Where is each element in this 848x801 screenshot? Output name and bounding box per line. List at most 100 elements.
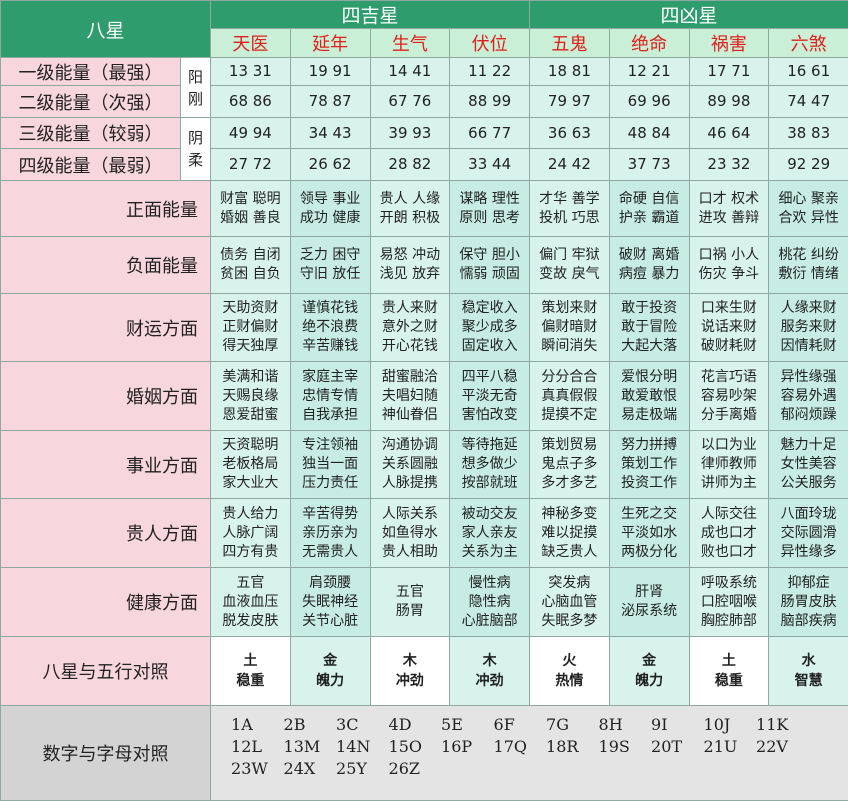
- cell-line: 敢于投资: [610, 299, 689, 318]
- trait-cell: 甜蜜融洽夫唱妇随神仙眷侣: [370, 362, 450, 431]
- trait-cell: 天助资财正财偏财得天独厚: [211, 294, 291, 362]
- cell-line: 瞬间消失: [530, 337, 609, 356]
- cell-line: 美满和谐: [211, 368, 290, 387]
- cell-line: 等待拖延: [450, 436, 529, 455]
- cell-line: 策划贸易: [530, 436, 609, 455]
- energy-value: 23 32: [689, 149, 769, 181]
- cell-line: 天资聪明: [211, 436, 290, 455]
- cell-line: 魄力: [291, 671, 370, 691]
- cell-line: 家庭主宰: [291, 368, 370, 387]
- cell-line: 债务 自闭: [211, 246, 290, 265]
- cell-line: 才华 善学: [530, 190, 609, 209]
- element-cell: 火热情: [530, 637, 610, 706]
- energy-value: 68 86: [211, 86, 291, 118]
- cell-line: 以口为业: [690, 436, 769, 455]
- trait-cell: 细心 聚亲合欢 异性: [769, 181, 848, 237]
- cell-line: 原则 思考: [450, 209, 529, 228]
- cell-line: 口来生财: [690, 299, 769, 318]
- energy-value: 17 71: [689, 58, 769, 86]
- cell-line: 热情: [530, 671, 609, 691]
- trait-cell: 八面玲珑交际圆滑异性缘多: [769, 499, 848, 568]
- row-label: 数字与字母对照: [1, 706, 211, 801]
- cell-line: 易走极端: [610, 406, 689, 425]
- cell-line: 老板格局: [211, 455, 290, 474]
- cell-line: 财富 聪明: [211, 190, 290, 209]
- energy-value: 24 42: [530, 149, 610, 181]
- energy-value: 66 77: [450, 118, 530, 149]
- trait-cell: 肝肾泌尿系统: [609, 568, 689, 637]
- cell-line: 按部就班: [450, 474, 529, 493]
- trait-cell: 贵人给力人脉广阔四方有贵: [211, 499, 291, 568]
- trait-cell: 保守 胆小懦弱 顽固: [450, 237, 530, 294]
- trait-cell: 五官血液血压脱发皮肤: [211, 568, 291, 637]
- star-name: 天医: [211, 29, 291, 58]
- trait-cell: 易怒 冲动浅见 放弃: [370, 237, 450, 294]
- cell-line: 贵人给力: [211, 505, 290, 524]
- cell-line: 谋略 理性: [450, 190, 529, 209]
- cell-line: 水: [769, 651, 848, 671]
- trait-cell: 策划来财偏财暗财瞬间消失: [530, 294, 610, 362]
- energy-value: 37 73: [609, 149, 689, 181]
- energy-value: 39 93: [370, 118, 450, 149]
- cell-line: 容易吵架: [690, 387, 769, 406]
- row-label: 贵人方面: [1, 499, 211, 568]
- trait-cell: 专注领袖独当一面压力责任: [290, 431, 370, 499]
- energy-value: 78 87: [290, 86, 370, 118]
- cell-line: 成也口才: [690, 524, 769, 543]
- cell-line: 人脉提携: [371, 474, 450, 493]
- cell-line: 浅见 放弃: [371, 265, 450, 284]
- trait-cell: 家庭主宰忠情专情自我承担: [290, 362, 370, 431]
- cell-line: 鬼点子多: [530, 455, 609, 474]
- energy-value: 33 44: [450, 149, 530, 181]
- energy-value: 74 47: [769, 86, 848, 118]
- trait-cell: 贵人来财意外之财开心花钱: [370, 294, 450, 362]
- row-label: 财运方面: [1, 294, 211, 362]
- cell-line: 努力拼搏: [610, 436, 689, 455]
- cell-line: 聚少成多: [450, 318, 529, 337]
- energy-value: 92 29: [769, 149, 848, 181]
- trait-cell: 领导 事业成功 健康: [290, 181, 370, 237]
- table-row: 事业方面天资聪明老板格局家大业大专注领袖独当一面压力责任沟通协调关系圆融人脉提携…: [1, 431, 848, 499]
- cell-line: 口祸 小人: [690, 246, 769, 265]
- cell-line: 口才 权术: [690, 190, 769, 209]
- cell-line: 平淡如水: [610, 524, 689, 543]
- yin-label: 阴柔: [181, 118, 211, 181]
- cell-line: 正财偏财: [211, 318, 290, 337]
- table-row: 正面能量财富 聪明婚姻 善良领导 事业成功 健康贵人 人缘开朗 积极谋略 理性原…: [1, 181, 848, 237]
- energy-value: 16 61: [769, 58, 848, 86]
- cell-line: 意外之财: [371, 318, 450, 337]
- table-row: 八星与五行对照土稳重金魄力木冲劲木冲劲火热情金魄力土稳重水智慧: [1, 637, 848, 706]
- energy-label: 二级能量（次强）: [1, 86, 181, 118]
- energy-value: 11 22: [450, 58, 530, 86]
- trait-cell: 辛苦得势亲历亲为无需贵人: [290, 499, 370, 568]
- energy-value: 69 96: [609, 86, 689, 118]
- cell-line: 花言巧语: [690, 368, 769, 387]
- trait-cell: 呼吸系统口腔咽喉胸腔肺部: [689, 568, 769, 637]
- star-name: 生气: [370, 29, 450, 58]
- trait-cell: 桃花 纠纷敷衍 情绪: [769, 237, 848, 294]
- letter-item: 9I: [651, 714, 704, 736]
- star-name: 延年: [290, 29, 370, 58]
- letter-item: 22V: [756, 736, 809, 758]
- cell-line: 土: [211, 651, 290, 671]
- letter-item: 12L: [231, 736, 284, 758]
- cell-line: 进攻 善辩: [690, 209, 769, 228]
- cell-line: 口腔咽喉: [690, 593, 769, 612]
- cell-line: 策划来财: [530, 299, 609, 318]
- element-cell: 木冲劲: [450, 637, 530, 706]
- letter-item: 13M: [284, 736, 337, 758]
- trait-cell: 人缘来财服务来财因情耗财: [769, 294, 848, 362]
- energy-value: 49 94: [211, 118, 291, 149]
- energy-value: 67 76: [370, 86, 450, 118]
- cell-line: 婚姻 善良: [211, 209, 290, 228]
- cell-line: 命硬 自信: [610, 190, 689, 209]
- letter-item: 21U: [704, 736, 757, 758]
- cell-line: 缺乏贵人: [530, 543, 609, 562]
- cell-line: 四方有贵: [211, 543, 290, 562]
- energy-value: 48 84: [609, 118, 689, 149]
- cell-line: 合欢 异性: [769, 209, 848, 228]
- cell-line: 容易外遇: [769, 387, 848, 406]
- letter-item: 19S: [599, 736, 652, 758]
- cell-line: 败也口才: [690, 543, 769, 562]
